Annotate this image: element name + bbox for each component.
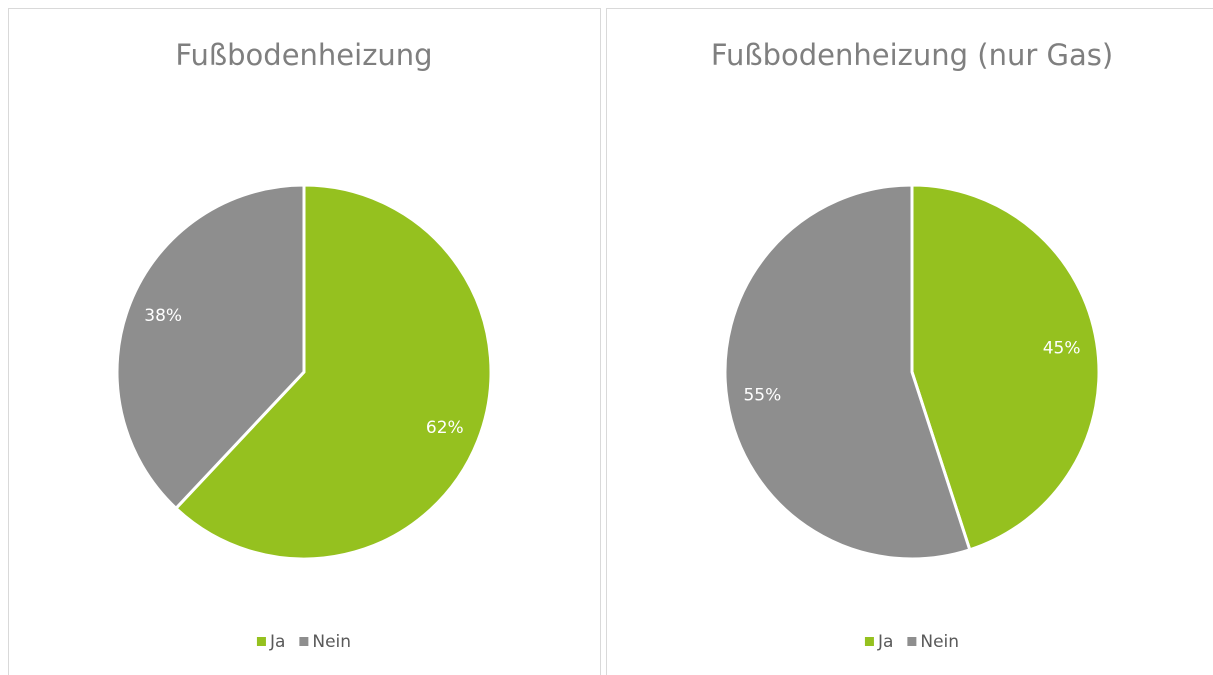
chart-title: Fußbodenheizung [175,38,432,72]
legend-swatch [907,637,917,646]
pie-slice [723,183,972,561]
data-label: 62% [426,418,464,438]
pie-slice [174,183,493,561]
legend-swatch [864,637,874,646]
legend-swatch [299,637,309,646]
legend-label: Nein [920,632,959,652]
legend-label: Ja [269,632,285,652]
data-label: 45% [1043,338,1081,358]
chart-title: Fußbodenheizung (nur Gas) [711,38,1113,72]
pie-slice [115,183,306,510]
legend-label: Nein [312,632,351,652]
legend-label: Ja [877,632,893,652]
legend-swatch [256,637,266,646]
data-label: 55% [743,386,781,406]
data-label: 38% [144,306,182,326]
pie-slice [910,183,1101,552]
